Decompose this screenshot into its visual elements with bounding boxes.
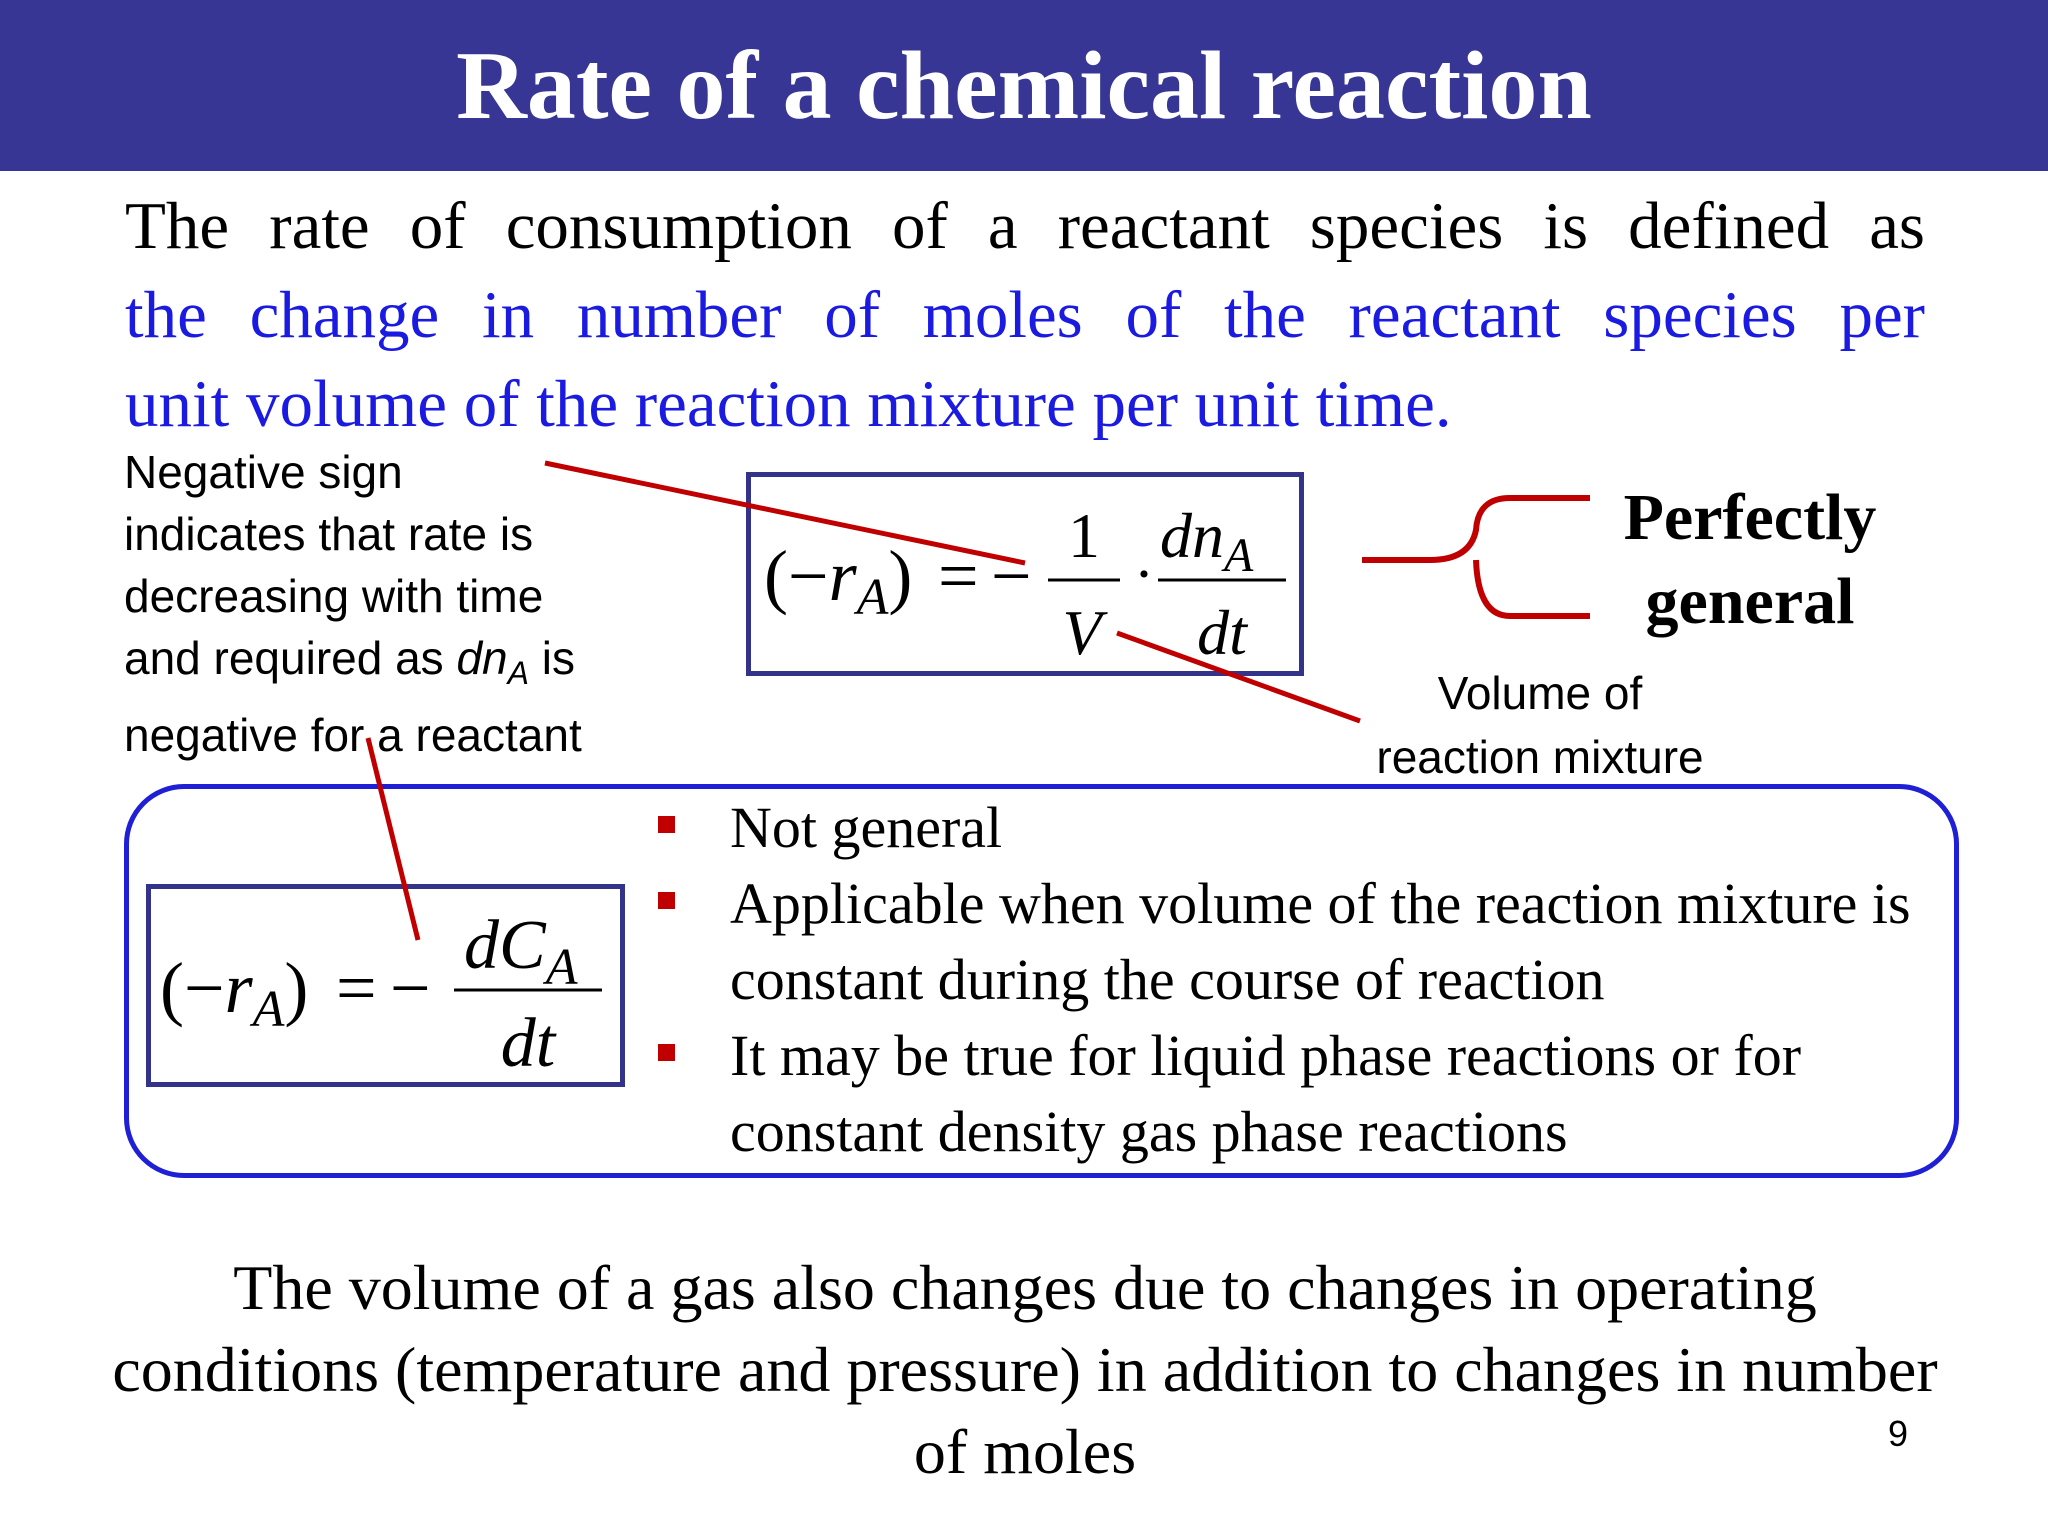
eq2-lhs-sub: A	[250, 981, 285, 1038]
volume-note: Volume of reaction mixture	[1340, 661, 1740, 789]
bullet-text-3: It may be true for liquid phase reaction…	[730, 1023, 1802, 1164]
bullet-square-icon	[658, 816, 675, 833]
eq1-frac1-den: V	[1062, 597, 1108, 668]
eq1-lhs-close: )	[888, 536, 912, 616]
bullet-square-icon	[658, 1044, 675, 1061]
footer-paragraph: The volume of a gas also changes due to …	[112, 1252, 1938, 1487]
eq2-minus: −	[390, 948, 431, 1028]
note-var-dn: dn	[456, 632, 508, 684]
volume-note-line-1: Volume of	[1437, 667, 1643, 719]
eq1-minus: −	[991, 536, 1032, 616]
eq2-lhs-close: )	[284, 948, 308, 1028]
bullet-square-icon	[658, 892, 675, 909]
note-line-4-post: is	[528, 632, 575, 684]
title-bar	[0, 0, 2048, 171]
note-line-5: negative for a reactant	[124, 709, 582, 762]
eq1-lhs-var: r	[829, 536, 858, 616]
bracket-icon	[1362, 495, 1590, 619]
eq2-lhs-open: (−	[160, 948, 225, 1028]
note-line-3: decreasing with time	[124, 570, 544, 622]
volume-note-line-2: reaction mixture	[1376, 731, 1704, 783]
equation-general: (−rA) = − 1 V · dnA dt	[764, 500, 1286, 668]
eq1-frac2-num: dn	[1160, 500, 1224, 571]
eq1-lhs-sub: A	[854, 569, 889, 626]
bullet-item-3: It may be true for liquid phase reaction…	[650, 1018, 1950, 1170]
eq2-frac-num-sub: A	[543, 939, 578, 996]
eq1-dot: ·	[1134, 541, 1154, 607]
svg-text:dnA: dnA	[1160, 500, 1254, 582]
bullet-text-2: Applicable when volume of the reaction m…	[730, 871, 1911, 1012]
eq1-lhs-open: (−	[764, 536, 829, 616]
bullet-list: Not general Applicable when volume of th…	[650, 790, 1950, 1170]
svg-text:(−rA): (−rA)	[160, 948, 308, 1038]
general-line-2: general	[1645, 565, 1855, 638]
slide-title: Rate of a chemical reaction	[456, 32, 1592, 140]
eq1-frac2-num-sub: A	[1221, 529, 1254, 582]
note-var-sub: A	[507, 655, 529, 692]
eq2-equals: =	[336, 948, 377, 1028]
intro-blue-text-2: unit volume of the reaction mixture per …	[125, 367, 1452, 441]
eq1-frac1-num: 1	[1068, 500, 1100, 571]
equation-constant-volume: (−rA) = − dCA dt	[160, 907, 602, 1082]
constant-volume-box	[124, 784, 1959, 1178]
eq2-frac-den: dt	[501, 1005, 557, 1082]
svg-text:(−rA): (−rA)	[764, 536, 912, 626]
bullet-item-2: Applicable when volume of the reaction m…	[650, 866, 1950, 1018]
page-number: 9	[1888, 1413, 1909, 1454]
intro-paragraph: The rate of consumption of a reactant sp…	[125, 182, 1925, 360]
intro-black-text: The rate of consumption of a reactant sp…	[125, 189, 1925, 263]
note-line-1: Negative sign	[124, 446, 403, 498]
bullet-text-1: Not general	[730, 795, 1003, 860]
negative-sign-note: Negative sign indicates that rate is dec…	[124, 441, 684, 766]
bullet-item-1: Not general	[650, 790, 1950, 866]
note-line-4-pre: and required as	[124, 632, 457, 684]
svg-text:dCA: dCA	[464, 907, 578, 996]
eq1-frac2-den: dt	[1197, 597, 1249, 668]
general-line-1: Perfectly	[1623, 481, 1877, 554]
note-line-4: and required as dnA is	[124, 627, 684, 704]
eq2-frac-num: dC	[464, 907, 547, 984]
intro-blue-text-1: the change in number of moles of the rea…	[125, 278, 1925, 352]
note-line-2: indicates that rate is	[124, 508, 534, 560]
eq2-lhs-var: r	[225, 948, 254, 1028]
perfectly-general-label: Perfectly general	[1560, 476, 1940, 644]
eq1-equals: =	[938, 536, 979, 616]
